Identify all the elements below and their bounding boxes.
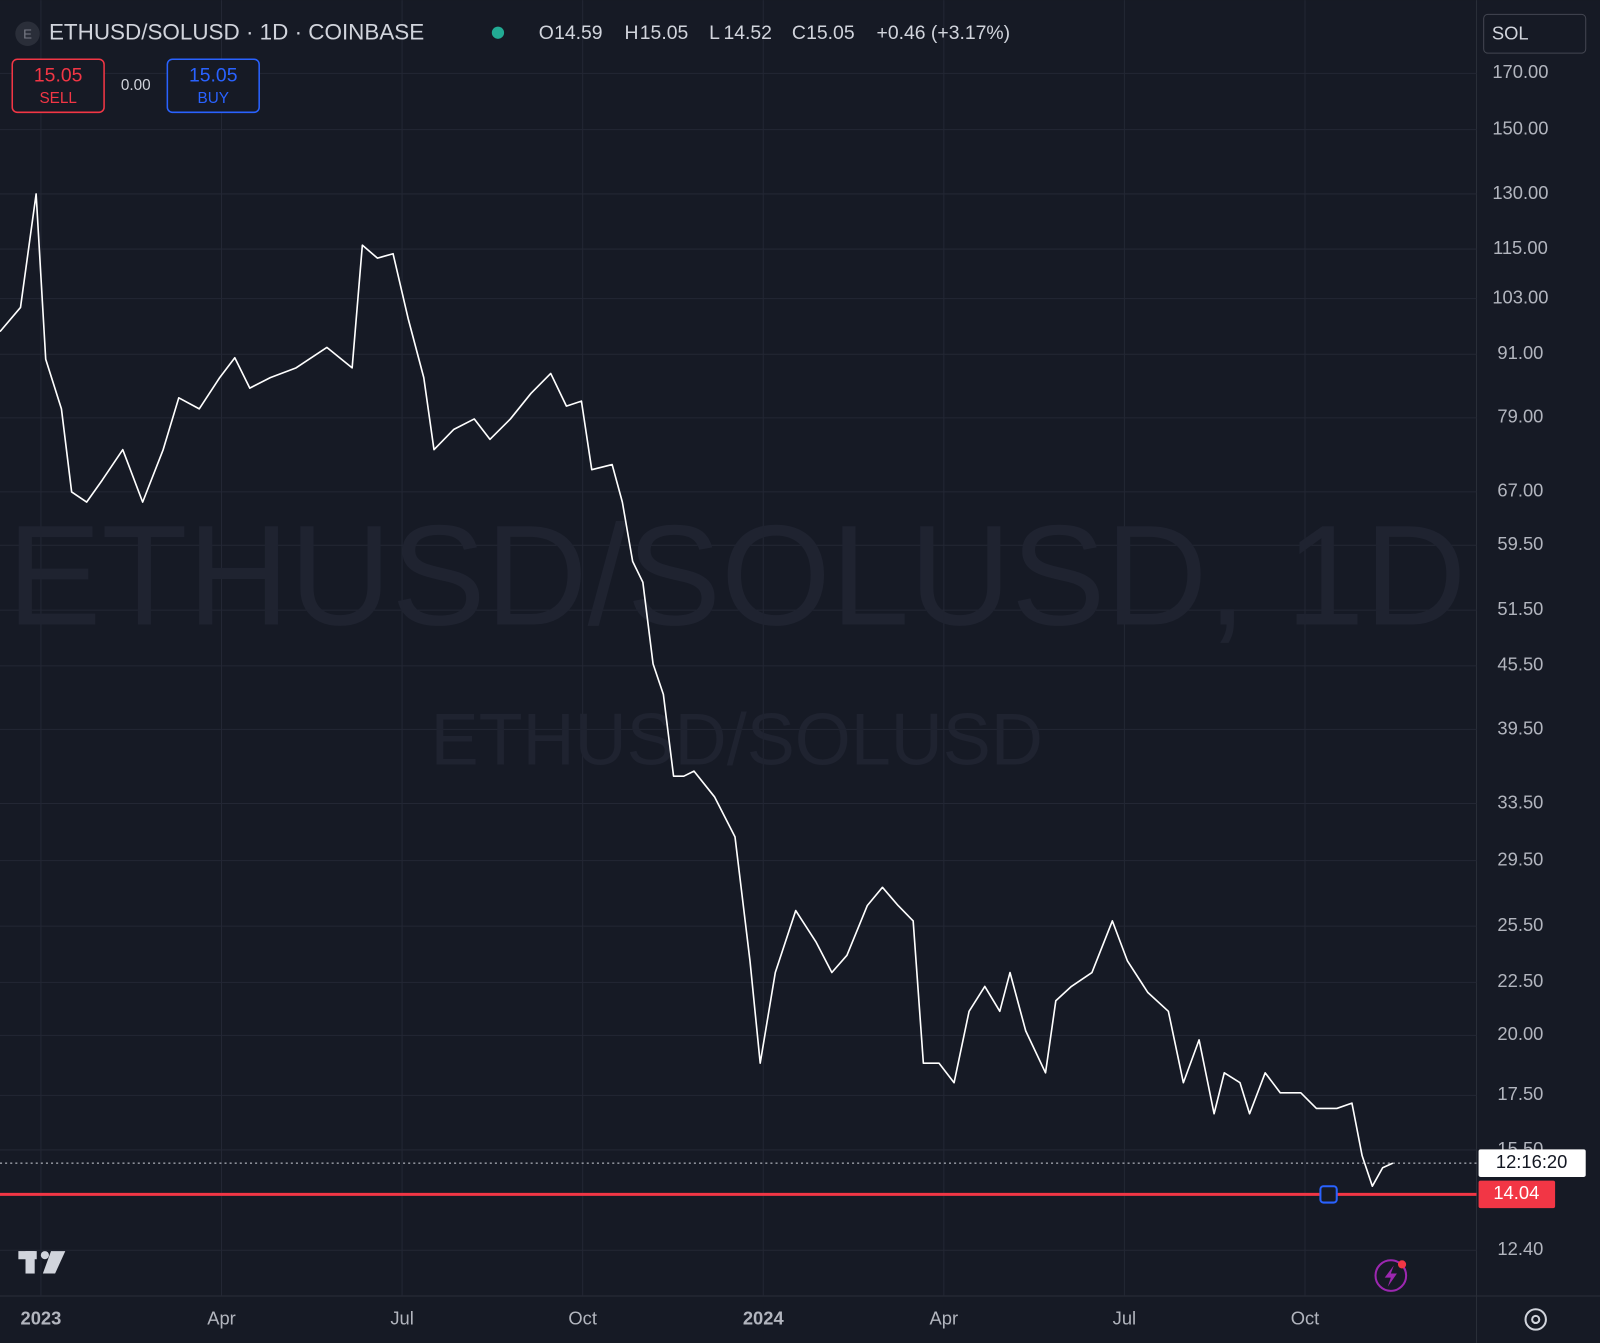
y-tick-label: 20.00 [1497, 1023, 1543, 1044]
y-tick-label: 12.40 [1497, 1238, 1543, 1259]
y-tick-label: 150.00 [1492, 117, 1548, 138]
symbol-title[interactable]: ETHUSD/SOLUSD · 1D · COINBASE [49, 20, 424, 45]
x-tick-label: Oct [1291, 1307, 1320, 1328]
x-tick-label: Apr [930, 1307, 959, 1328]
sell-label: SELL [39, 90, 76, 107]
settings-icon-center [1531, 1314, 1541, 1325]
ohlc-value: 14.59 [554, 22, 603, 44]
y-tick-label: 79.00 [1497, 406, 1543, 427]
y-tick-label: 170.00 [1492, 61, 1548, 82]
buy-button[interactable] [166, 58, 260, 114]
x-tick-label: Jul [1113, 1307, 1136, 1328]
ohlc-label: O [539, 22, 554, 44]
buy-label: BUY [198, 90, 229, 107]
settings-icon[interactable] [1524, 1308, 1547, 1331]
y-tick-label: 39.50 [1497, 717, 1543, 738]
y-tick-label: 51.50 [1497, 598, 1543, 619]
alert-bolt [1384, 1265, 1397, 1287]
y-tick-label: 130.00 [1492, 182, 1548, 203]
ohlc-label: H [624, 22, 638, 44]
y-tick-label: 17.50 [1497, 1083, 1543, 1104]
watermark: ETHUSD/SOLUSD, 1D [7, 497, 1466, 656]
ohlc-change: +0.46 (+3.17%) [877, 22, 1011, 44]
y-tick-label: 29.50 [1497, 848, 1543, 869]
x-tick-label: 2023 [21, 1307, 62, 1328]
symbol-icon [15, 21, 40, 46]
spread: 0.00 [121, 77, 151, 94]
ohlc-label: L [709, 22, 720, 44]
x-tick-label: Apr [207, 1307, 236, 1328]
alert-handle[interactable] [1319, 1185, 1338, 1204]
ohlc-value: 15.05 [806, 22, 855, 44]
y-tick-label: 103.00 [1492, 286, 1548, 307]
buy-price: 15.05 [189, 65, 238, 87]
price-line [0, 193, 1394, 1188]
countdown-box [1478, 1149, 1586, 1177]
sell-price: 15.05 [34, 65, 83, 87]
x-tick-label: Oct [568, 1307, 597, 1328]
alert-label-box [1478, 1180, 1556, 1209]
y-tick-label: 115.00 [1493, 237, 1548, 258]
market-status[interactable] [491, 26, 505, 39]
alert-icon[interactable] [1374, 1259, 1408, 1292]
logo-part [42, 1251, 66, 1274]
y-tick-label: 25.50 [1497, 914, 1543, 935]
symbol-input[interactable] [1483, 13, 1587, 54]
y-tick-label: 67.00 [1497, 480, 1543, 501]
ohlc-value: 14.52 [723, 22, 772, 44]
logo[interactable] [18, 1251, 66, 1274]
x-tick-label: Jul [390, 1307, 413, 1328]
sell-button[interactable] [11, 58, 105, 114]
y-tick-label: 59.50 [1497, 533, 1543, 554]
logo-part [40, 1251, 49, 1260]
symbol-icon-letter: E [23, 26, 32, 41]
symbol-input-text: SOL [1492, 23, 1529, 44]
alert-label: 14.04 [1493, 1182, 1539, 1203]
alert-dot [1397, 1260, 1407, 1269]
y-tick-label: 45.50 [1497, 654, 1543, 675]
ohlc-label: C [792, 22, 806, 44]
logo-part [25, 1251, 35, 1274]
plot [0, 193, 1477, 1204]
x-tick-label: 2024 [743, 1307, 785, 1328]
watermark-sub: ETHUSD/SOLUSD [431, 697, 1043, 780]
y-tick-label: 33.50 [1497, 791, 1543, 812]
countdown: 12:16:20 [1496, 1151, 1567, 1172]
ohlc-value: 15.05 [640, 22, 689, 44]
y-tick-label: 91.00 [1497, 342, 1543, 363]
y-tick-label: 22.50 [1497, 970, 1543, 991]
